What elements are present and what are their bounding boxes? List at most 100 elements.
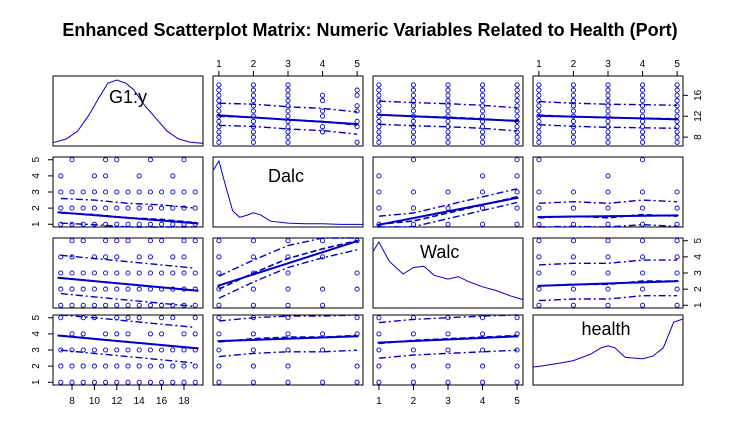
data-point	[136, 189, 142, 195]
smooth-line	[218, 334, 358, 343]
data-point	[147, 363, 153, 369]
data-point	[170, 302, 176, 308]
data-point	[320, 92, 326, 98]
data-point	[170, 189, 176, 195]
data-point	[640, 189, 646, 195]
diagonal-label-health: health	[581, 319, 630, 339]
density-curve-G1y	[52, 79, 204, 144]
spread-lower-line	[218, 349, 358, 358]
tick-label-top: 2	[571, 59, 577, 70]
data-point	[480, 124, 486, 130]
data-point	[445, 108, 451, 114]
data-point	[514, 129, 520, 135]
data-point	[674, 270, 680, 276]
data-point	[376, 103, 382, 109]
data-point	[445, 205, 451, 211]
data-point	[674, 286, 680, 292]
spread-upper-line	[60, 197, 196, 209]
data-point	[136, 270, 142, 276]
smooth-line	[538, 213, 678, 219]
data-point	[69, 189, 75, 195]
tick-label-bottom: 3	[445, 396, 451, 407]
data-point	[536, 108, 542, 114]
data-point	[147, 347, 153, 353]
data-point	[536, 103, 542, 109]
data-point	[536, 118, 542, 124]
spread-upper-line	[538, 199, 678, 205]
data-point	[376, 315, 382, 321]
data-point	[136, 302, 142, 308]
data-point	[80, 286, 86, 292]
data-point	[192, 270, 198, 276]
data-point	[376, 379, 382, 385]
data-point	[354, 363, 360, 369]
data-point	[69, 238, 75, 244]
data-point	[320, 254, 326, 260]
data-point	[125, 302, 131, 308]
data-point	[605, 173, 611, 179]
data-point	[114, 331, 120, 337]
data-point	[445, 347, 451, 353]
data-point	[216, 331, 222, 337]
data-point	[285, 347, 291, 353]
data-point	[320, 331, 326, 337]
tick-label-top: 4	[320, 59, 326, 70]
data-point	[410, 108, 416, 114]
data-point	[376, 82, 382, 88]
data-point	[147, 221, 153, 227]
data-point	[136, 347, 142, 353]
data-point	[536, 205, 542, 211]
density-curve-health	[532, 318, 684, 368]
tick-label-bottom: 2	[411, 396, 417, 407]
data-point	[147, 302, 153, 308]
data-point	[536, 82, 542, 88]
data-point	[181, 363, 187, 369]
data-point	[640, 157, 646, 163]
data-point	[674, 87, 680, 93]
data-point	[320, 238, 326, 244]
data-point	[147, 205, 153, 211]
tick-label-top: 1	[536, 59, 542, 70]
data-point	[640, 118, 646, 124]
data-point	[605, 270, 611, 276]
data-point	[250, 331, 256, 337]
data-point	[570, 238, 576, 244]
data-point	[114, 315, 120, 321]
data-point	[605, 82, 611, 88]
data-point	[410, 134, 416, 140]
data-point	[216, 118, 222, 124]
data-point	[216, 129, 222, 135]
data-point	[159, 205, 165, 211]
data-point	[250, 286, 256, 292]
smooth-line	[60, 334, 196, 350]
data-point	[445, 92, 451, 98]
data-point	[674, 82, 680, 88]
data-point	[480, 98, 486, 104]
data-point	[285, 113, 291, 119]
tick-label-bottom: 18	[178, 396, 190, 407]
data-point	[536, 302, 542, 308]
data-point	[674, 108, 680, 114]
data-point	[605, 129, 611, 135]
tick-label-bottom: 5	[514, 396, 520, 407]
data-point	[376, 139, 382, 145]
data-point	[285, 238, 291, 244]
data-point	[674, 205, 680, 211]
spread-upper-line	[538, 259, 678, 266]
data-point	[514, 113, 520, 119]
data-point	[640, 270, 646, 276]
data-point	[410, 124, 416, 130]
tick-label-bottom: 8	[69, 396, 75, 407]
data-point	[376, 347, 382, 353]
smooth-line	[218, 115, 358, 126]
tick-label-top: 3	[605, 59, 611, 70]
tick-label-right: 12	[693, 110, 704, 122]
data-point	[58, 270, 64, 276]
panel-frame	[372, 314, 524, 386]
data-point	[640, 103, 646, 109]
data-point	[480, 87, 486, 93]
tick-label-left: 4	[31, 331, 42, 337]
data-point	[136, 315, 142, 321]
